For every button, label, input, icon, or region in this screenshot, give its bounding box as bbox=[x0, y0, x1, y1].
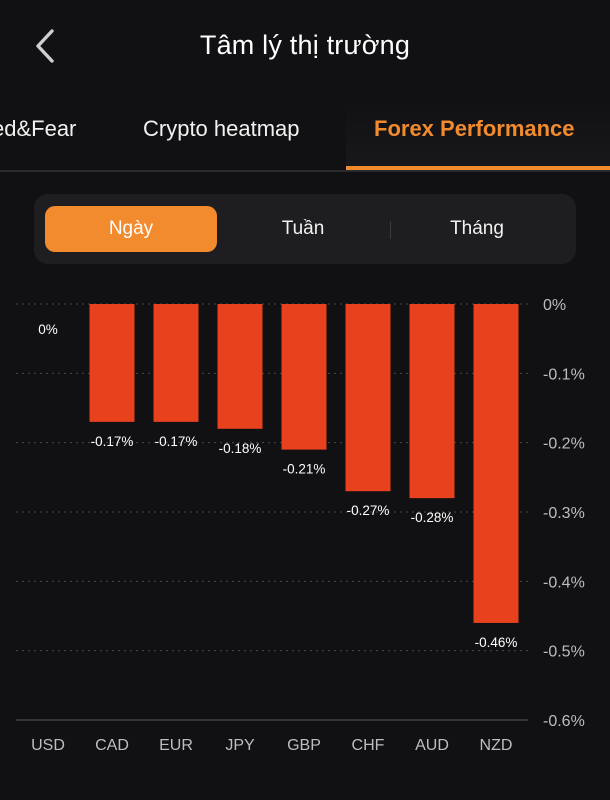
tab-forex-performance[interactable]: Forex Performance bbox=[374, 116, 575, 141]
y-tick-label: -0.1% bbox=[543, 366, 585, 383]
segment-month[interactable]: Tháng bbox=[450, 218, 504, 239]
data-label-chf: -0.27% bbox=[347, 503, 390, 518]
bar-aud bbox=[409, 304, 455, 499]
x-tick-label-cad: CAD bbox=[95, 737, 129, 754]
active-tab-background bbox=[346, 100, 610, 170]
tab-bar: ed&Fear Crypto heatmap Forex Performance bbox=[0, 100, 610, 172]
data-label-cad: -0.17% bbox=[91, 434, 134, 449]
data-label-nzd: -0.46% bbox=[475, 635, 518, 650]
data-label-jpy: -0.18% bbox=[219, 441, 262, 456]
back-button[interactable] bbox=[28, 24, 68, 68]
data-label-usd: 0% bbox=[38, 322, 58, 337]
chart-svg: 0% -0.1% -0.2% -0.3% -0.4% -0.5% -0.6% 0% USD -0.… bbox=[16, 297, 585, 754]
active-tab-indicator bbox=[346, 166, 610, 170]
bar-eur bbox=[153, 304, 199, 422]
page-title: Tâm lý thị trường bbox=[199, 30, 411, 60]
bar-cad bbox=[89, 304, 135, 422]
x-tick-label-eur: EUR bbox=[159, 737, 193, 754]
y-tick-label: -0.3% bbox=[543, 505, 585, 522]
data-label-eur: -0.17% bbox=[155, 434, 198, 449]
bar-gbp bbox=[281, 304, 327, 450]
y-tick-label: 0% bbox=[543, 297, 566, 314]
y-tick-label: -0.6% bbox=[543, 713, 585, 730]
forex-performance-chart: 0% -0.1% -0.2% -0.3% -0.4% -0.5% -0.6% 0% USD -0.… bbox=[0, 280, 610, 770]
x-tick-label-nzd: NZD bbox=[480, 737, 513, 754]
y-tick-label: -0.5% bbox=[543, 644, 585, 661]
y-tick-label: -0.2% bbox=[543, 436, 585, 453]
y-tick-label: -0.4% bbox=[543, 574, 585, 591]
bar-jpy bbox=[217, 304, 263, 429]
segment-day[interactable]: Ngày bbox=[45, 206, 217, 252]
bar-nzd bbox=[473, 304, 519, 623]
x-tick-label-aud: AUD bbox=[415, 737, 449, 754]
period-segmented-control: Ngày Tuần Tháng bbox=[34, 194, 576, 264]
x-tick-label-chf: CHF bbox=[352, 737, 385, 754]
chevron-left-icon bbox=[36, 29, 54, 63]
segment-week[interactable]: Tuần bbox=[281, 218, 325, 239]
data-label-gbp: -0.21% bbox=[283, 462, 326, 477]
data-label-aud: -0.28% bbox=[411, 510, 454, 525]
x-tick-label-usd: USD bbox=[31, 737, 65, 754]
tab-crypto-heatmap[interactable]: Crypto heatmap bbox=[143, 116, 300, 141]
x-tick-label-gbp: GBP bbox=[287, 737, 321, 754]
tab-greed-fear[interactable]: ed&Fear bbox=[0, 116, 77, 141]
x-tick-label-jpy: JPY bbox=[225, 737, 255, 754]
bar-chf bbox=[345, 304, 391, 492]
app-header: Tâm lý thị trường bbox=[0, 0, 610, 95]
segment-divider bbox=[390, 221, 391, 239]
